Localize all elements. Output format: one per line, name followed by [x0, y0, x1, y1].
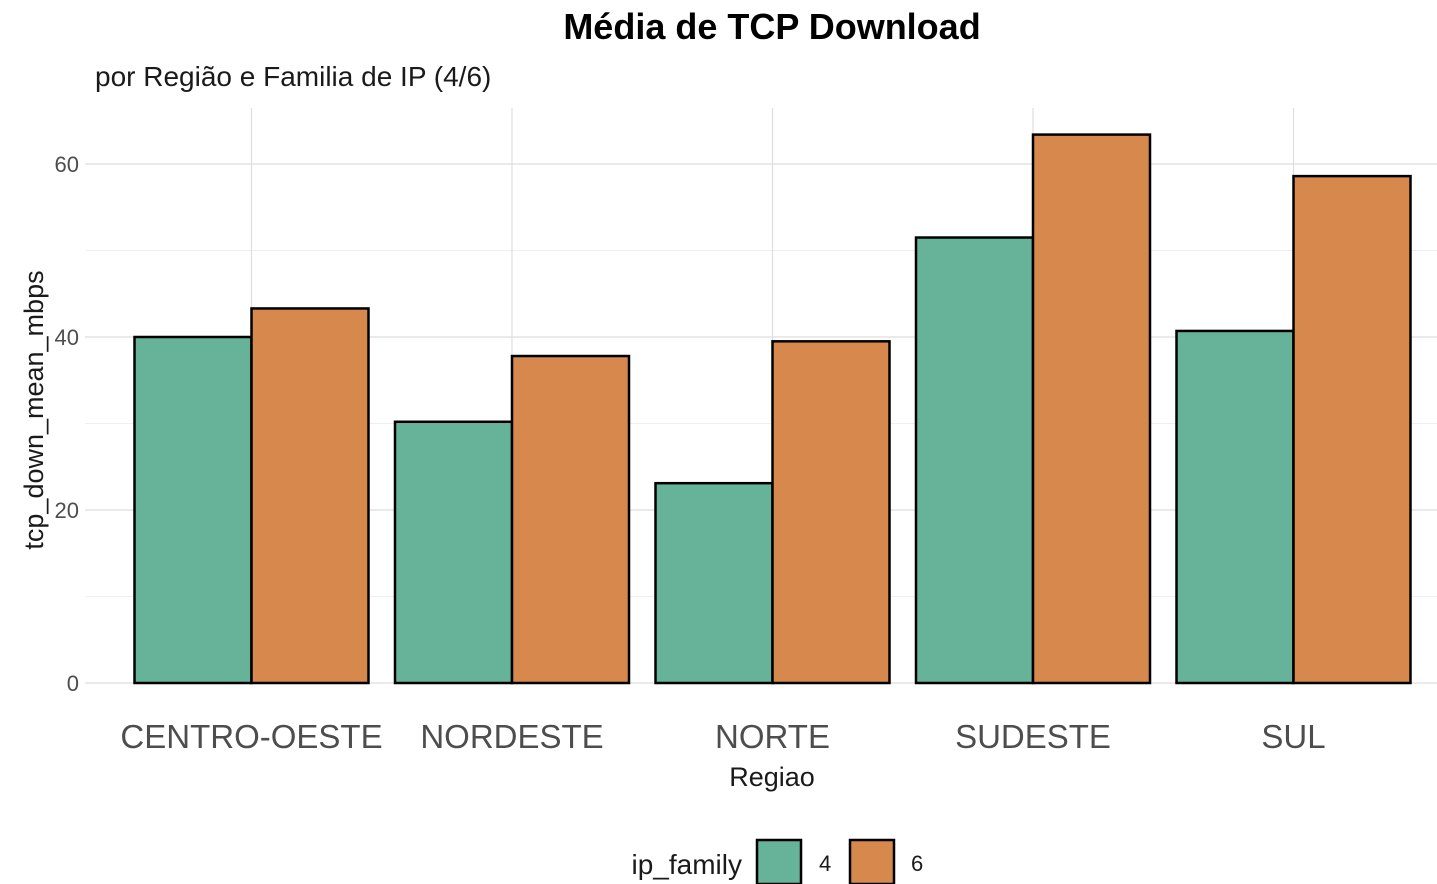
x-tick-labels: CENTRO-OESTE NORDESTE NORTE SUDESTE SUL: [120, 718, 1325, 755]
bar-sul-ip4: [1175, 329, 1295, 685]
bar-norte-ip6: [771, 340, 891, 685]
legend-label-4: 4: [819, 851, 831, 876]
legend: ip_family 4 6: [632, 838, 923, 884]
bar-sudeste-ip6: [1031, 133, 1152, 685]
bar-centro-oeste-ip4: [133, 335, 253, 685]
x-tick-label: NORDESTE: [420, 718, 603, 755]
y-tick-label: 60: [55, 152, 79, 177]
y-axis-label: tcp_down_mean_mbps: [19, 270, 49, 549]
legend-label-6: 6: [911, 851, 923, 876]
y-tick-labels: 0 20 40 60: [55, 152, 79, 696]
x-axis-label: Regiao: [729, 762, 815, 792]
bar-nordeste-ip6: [510, 354, 631, 685]
y-tick-label: 0: [67, 671, 79, 696]
bar-nordeste-ip4: [393, 420, 514, 685]
bar-norte-ip4: [654, 481, 774, 685]
legend-key-6: [848, 838, 896, 884]
bar-sul-ip6: [1292, 174, 1412, 685]
x-tick-label: CENTRO-OESTE: [120, 718, 382, 755]
bar-centro-oeste-ip6: [250, 307, 370, 685]
chart-subtitle: por Região e Familia de IP (4/6): [95, 61, 491, 92]
legend-key-4: [755, 838, 803, 884]
legend-title: ip_family: [632, 849, 742, 880]
y-tick-label: 40: [55, 325, 79, 350]
x-tick-label: NORTE: [715, 718, 830, 755]
x-tick-label: SUL: [1261, 718, 1325, 755]
chart-title: Média de TCP Download: [563, 6, 980, 47]
bars: [133, 133, 1412, 685]
bar-sudeste-ip4: [914, 236, 1035, 685]
x-tick-label: SUDESTE: [955, 718, 1111, 755]
y-tick-label: 20: [55, 498, 79, 523]
